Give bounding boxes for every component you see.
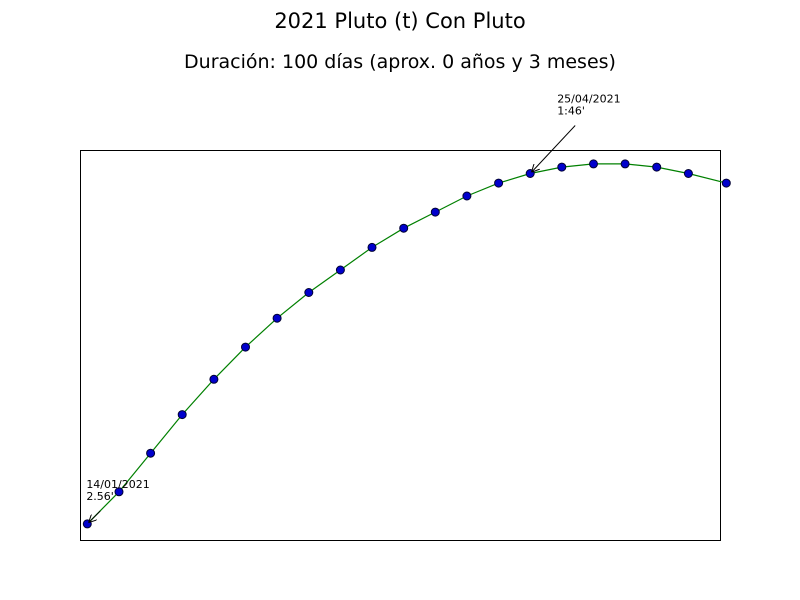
data-point [652,162,662,172]
data-point-markers [82,159,731,529]
data-point [399,223,409,233]
annotation-value: 2.56' [86,490,114,503]
data-point [177,410,187,420]
annotation-arrow [532,125,576,172]
data-point [589,159,598,169]
annotation-date: 25/04/2021 [557,93,620,106]
data-point [209,374,219,384]
data-point [462,191,472,201]
data-point [272,313,282,323]
data-point [114,487,124,497]
data-point [721,178,731,188]
data-point [557,162,567,172]
data-point [241,342,250,352]
chart-subtitle: Duración: 100 días (aprox. 0 años y 3 me… [184,51,616,73]
data-point [494,178,504,188]
annotation-arrow [89,510,101,522]
chart-title: 2021 Pluto (t) Con Pluto [274,9,526,33]
data-point [430,207,440,217]
annotation-value: 1:46' [557,105,585,118]
data-point [304,288,314,297]
data-point [335,265,345,275]
data-point [367,242,377,252]
data-point [683,169,693,178]
data-point [146,448,156,458]
plot-area-frame [80,150,721,541]
data-point [620,159,630,169]
annotation-date: 14/01/2021 [86,478,149,491]
